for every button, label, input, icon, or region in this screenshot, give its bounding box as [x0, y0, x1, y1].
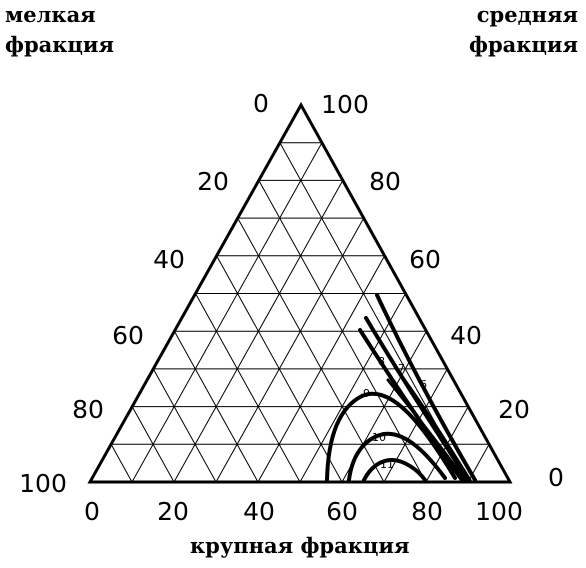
curve-label-8: 8: [378, 355, 385, 368]
curve-label-11: 11: [380, 458, 394, 471]
fine-fraction-label-line1: мелкая: [5, 2, 96, 27]
curve-label-7: 7: [398, 362, 405, 375]
grid-line-rising: [237, 217, 385, 483]
curve-11: [362, 458, 427, 482]
medium-fraction-label: средняя фракция: [469, 0, 578, 60]
medium-tick-80: 80: [369, 167, 401, 196]
fine-tick-80: 80: [72, 395, 104, 424]
triangle-outline: [87, 101, 513, 484]
curves: [325, 293, 477, 482]
curve-steep-2: [364, 316, 470, 482]
grid-line-falling: [299, 293, 406, 483]
coarse-axis-ticks: 0 20 40 60 80 100: [84, 497, 523, 526]
curve-10: [347, 431, 447, 482]
grid-line-falling: [215, 217, 365, 483]
fine-tick-60: 60: [112, 321, 144, 350]
curve-9: [325, 391, 457, 482]
grid-line-rising: [152, 368, 217, 483]
triangle-grid: [110, 142, 490, 483]
medium-tick-60: 60: [409, 245, 441, 274]
coarse-tick-40: 40: [243, 497, 275, 526]
fine-tick-100: 100: [19, 469, 67, 498]
grid-line-rising: [258, 180, 427, 483]
medium-fraction-label-line1: средняя: [476, 2, 578, 27]
coarse-tick-80: 80: [411, 497, 443, 526]
fine-tick-0: 0: [253, 89, 269, 118]
coarse-tick-100: 100: [475, 497, 523, 526]
fine-axis-ticks: 0 20 40 60 80 100: [19, 89, 269, 498]
coarse-tick-20: 20: [157, 497, 189, 526]
curve-label-10: 10: [372, 431, 386, 444]
curve-steep-5: [386, 378, 467, 482]
coarse-tick-60: 60: [326, 497, 358, 526]
medium-tick-40: 40: [450, 321, 482, 350]
medium-tick-20: 20: [498, 395, 530, 424]
grid-line-falling: [131, 142, 323, 483]
grid-line-falling: [383, 368, 448, 483]
fine-fraction-label-line2: фракция: [5, 32, 114, 57]
curve-steep-4: [395, 368, 472, 482]
medium-tick-100: 100: [321, 90, 369, 119]
grid-line-rising: [110, 444, 133, 483]
medium-fraction-label-line2: фракция: [469, 32, 578, 57]
fine-tick-20: 20: [197, 167, 229, 196]
coarse-tick-0: 0: [84, 497, 100, 526]
curve-label-6: 6: [420, 378, 427, 391]
coarse-fraction-label: крупная фракция: [190, 533, 410, 558]
grid-line-rising: [195, 293, 301, 483]
fine-fraction-label: мелкая фракция: [5, 0, 114, 60]
curve-steep-1: [375, 293, 477, 482]
curve-label-9: 9: [363, 387, 370, 400]
grid-line-falling: [173, 180, 344, 483]
fine-tick-40: 40: [153, 245, 185, 274]
medium-tick-0: 0: [548, 463, 564, 492]
medium-axis-ticks: 100 80 60 40 20 0: [321, 90, 564, 492]
curve-labels: 6 7 8 9 10 11: [363, 355, 427, 471]
